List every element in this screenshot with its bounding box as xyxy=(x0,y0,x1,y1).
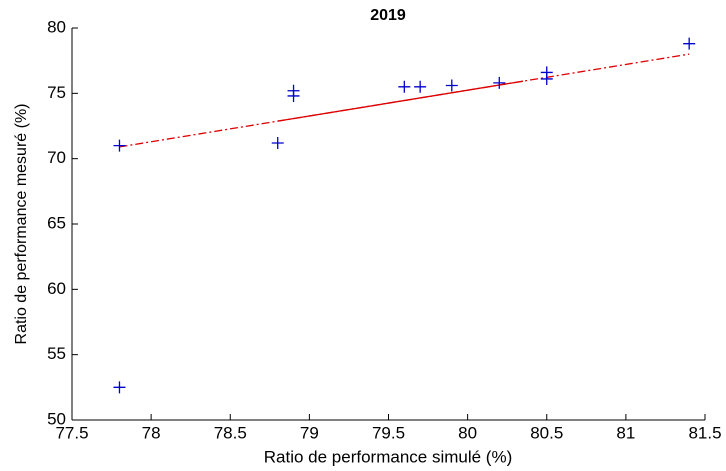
y-tick-label: 70 xyxy=(47,148,66,167)
x-axis-label: Ratio de performance simulé (%) xyxy=(264,447,512,466)
y-tick-label: 75 xyxy=(47,83,66,102)
x-tick-label: 77.5 xyxy=(55,423,88,442)
x-tick-label: 80.5 xyxy=(530,423,563,442)
y-tick-label: 65 xyxy=(47,213,66,232)
x-tick-label: 78 xyxy=(142,423,161,442)
point xyxy=(683,37,696,50)
y-tick-label: 55 xyxy=(47,344,66,363)
point xyxy=(271,136,284,149)
x-tick-label: 81 xyxy=(616,423,635,442)
y-tick-label: 60 xyxy=(47,279,66,298)
point xyxy=(398,80,411,93)
point xyxy=(113,381,126,394)
y-tick-label: 80 xyxy=(47,17,66,36)
point xyxy=(414,80,427,93)
point xyxy=(540,72,553,85)
y-tick-label: 50 xyxy=(47,409,66,428)
point xyxy=(493,76,506,89)
point xyxy=(287,89,300,102)
chart-title: 2019 xyxy=(370,7,406,24)
x-tick-label: 79 xyxy=(300,423,319,442)
fit-line-solid xyxy=(277,80,524,122)
x-tick-label: 79.5 xyxy=(372,423,405,442)
point xyxy=(445,79,458,92)
y-axis-label: Ratio de performance mesuré (%) xyxy=(13,104,30,345)
point xyxy=(113,139,126,152)
x-tick-label: 81.5 xyxy=(688,423,721,442)
x-tick-label: 80 xyxy=(458,423,477,442)
x-tick-label: 78.5 xyxy=(214,423,247,442)
